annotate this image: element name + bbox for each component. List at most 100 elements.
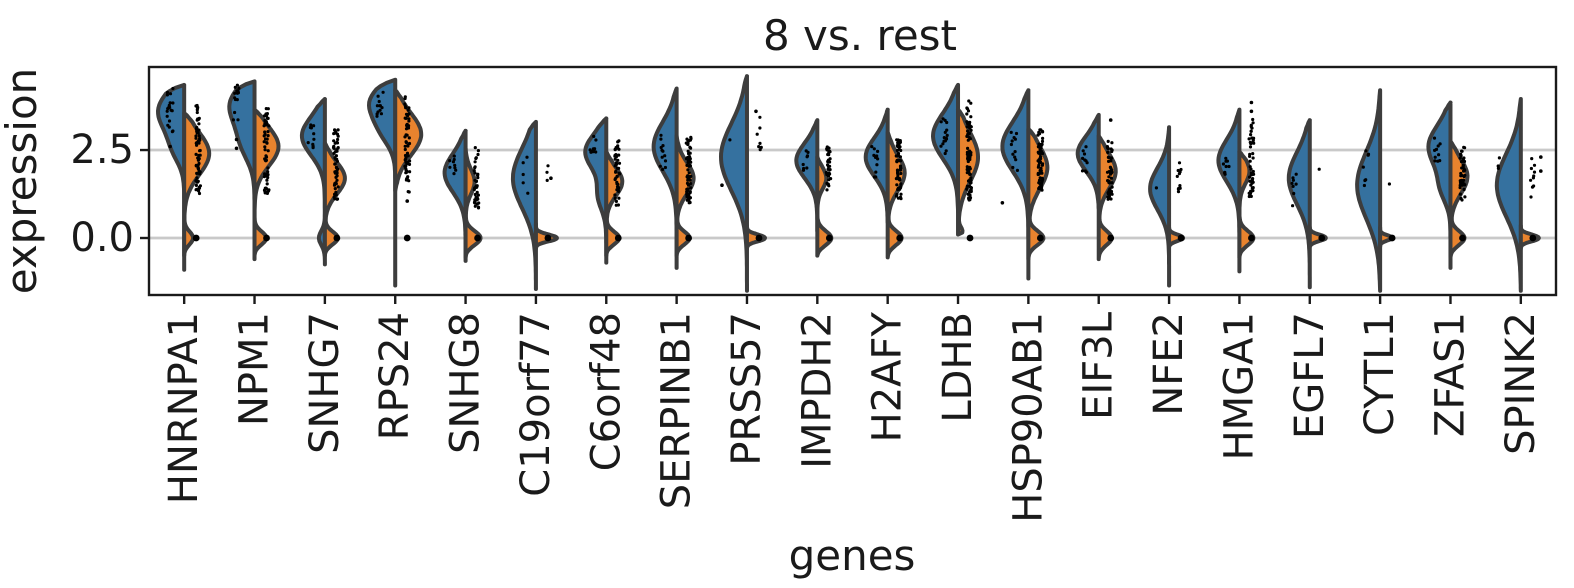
data-point bbox=[335, 174, 339, 178]
data-point bbox=[477, 201, 481, 205]
data-point bbox=[473, 192, 477, 197]
data-point bbox=[1249, 141, 1253, 145]
x-tick-label-ZFAS1: ZFAS1 bbox=[1427, 312, 1473, 437]
dots-PRSS57 bbox=[720, 109, 763, 242]
data-point bbox=[333, 187, 337, 191]
data-point bbox=[1109, 166, 1113, 170]
data-point bbox=[827, 178, 831, 182]
zero-data-point bbox=[403, 234, 411, 242]
data-point bbox=[663, 154, 667, 158]
data-point bbox=[233, 85, 237, 89]
data-point bbox=[663, 165, 668, 170]
dots-SERPINB1 bbox=[658, 133, 693, 242]
data-point bbox=[546, 164, 550, 168]
data-point bbox=[1081, 149, 1085, 153]
data-point bbox=[266, 134, 270, 138]
data-point bbox=[333, 141, 337, 145]
data-point bbox=[472, 169, 476, 173]
data-point bbox=[592, 134, 596, 138]
data-point bbox=[526, 191, 530, 195]
data-point bbox=[801, 168, 806, 172]
data-point bbox=[378, 104, 382, 108]
data-point bbox=[233, 97, 237, 102]
data-point bbox=[265, 191, 269, 195]
data-point bbox=[375, 114, 379, 118]
data-point bbox=[898, 178, 902, 182]
data-point bbox=[899, 171, 903, 176]
data-point bbox=[1085, 161, 1089, 165]
data-point bbox=[231, 118, 235, 122]
data-point bbox=[165, 109, 169, 113]
data-point bbox=[613, 193, 617, 197]
data-point bbox=[1249, 123, 1253, 127]
data-point bbox=[594, 150, 598, 154]
data-point bbox=[1012, 136, 1016, 140]
data-point bbox=[171, 86, 175, 91]
data-point bbox=[1433, 148, 1437, 152]
data-point bbox=[448, 159, 452, 163]
data-point bbox=[968, 172, 972, 176]
data-point bbox=[452, 172, 456, 176]
data-point bbox=[1249, 191, 1253, 195]
violin-ZFAS1-group8-half bbox=[1426, 100, 1453, 270]
data-point bbox=[170, 109, 174, 113]
data-point bbox=[545, 170, 549, 174]
data-point bbox=[521, 172, 525, 177]
data-point bbox=[1081, 156, 1085, 160]
data-point bbox=[898, 145, 902, 149]
data-point bbox=[165, 93, 169, 97]
data-point bbox=[591, 150, 595, 154]
data-point bbox=[195, 110, 199, 115]
data-point bbox=[1251, 156, 1255, 160]
data-point bbox=[1038, 145, 1042, 149]
data-point bbox=[1291, 204, 1295, 208]
data-point bbox=[521, 161, 525, 165]
data-point bbox=[171, 101, 175, 105]
violin-NFE2-group8-half bbox=[1148, 125, 1172, 288]
data-point bbox=[897, 159, 902, 163]
x-tick-label-EIF3L: EIF3L bbox=[1076, 311, 1122, 420]
data-point bbox=[309, 123, 313, 127]
x-tick-label-SPINK2: SPINK2 bbox=[1498, 312, 1544, 455]
data-point bbox=[312, 132, 316, 136]
data-point bbox=[198, 149, 202, 153]
data-point bbox=[262, 134, 266, 138]
data-point bbox=[376, 94, 380, 98]
chart-title: 8 vs. rest bbox=[763, 11, 957, 60]
data-point bbox=[1227, 164, 1231, 169]
data-point bbox=[588, 148, 592, 152]
data-point bbox=[1175, 174, 1179, 178]
data-point bbox=[404, 170, 408, 175]
data-point bbox=[195, 108, 199, 112]
data-point bbox=[448, 165, 452, 169]
data-point bbox=[685, 163, 689, 167]
data-point bbox=[728, 138, 732, 142]
data-point bbox=[403, 135, 407, 139]
data-point bbox=[1251, 138, 1255, 143]
data-point bbox=[472, 187, 476, 192]
x-tick-label-C6orf48: C6orf48 bbox=[583, 312, 629, 471]
data-point bbox=[1436, 144, 1440, 148]
data-point bbox=[404, 164, 408, 168]
data-point bbox=[1462, 156, 1466, 160]
data-point bbox=[404, 140, 408, 145]
violin-HSP90AB1-group8-half bbox=[1000, 88, 1031, 281]
dots-HNRNPA1 bbox=[165, 86, 202, 242]
data-point bbox=[1539, 169, 1543, 173]
x-tick-label-C19orf77: C19orf77 bbox=[513, 312, 559, 497]
data-point bbox=[1251, 121, 1255, 125]
data-point bbox=[824, 170, 828, 175]
data-point bbox=[1037, 158, 1041, 162]
data-point bbox=[407, 162, 412, 166]
data-point bbox=[167, 119, 172, 123]
data-point bbox=[195, 176, 199, 180]
data-point bbox=[476, 197, 480, 201]
data-point bbox=[661, 167, 665, 172]
violin-LDHB-group8-half bbox=[931, 82, 961, 214]
data-point bbox=[1037, 163, 1041, 167]
data-point bbox=[1529, 166, 1533, 171]
dots-EGFL7 bbox=[1290, 167, 1326, 242]
data-point bbox=[967, 99, 971, 103]
data-point bbox=[967, 170, 971, 174]
data-point bbox=[235, 89, 239, 93]
